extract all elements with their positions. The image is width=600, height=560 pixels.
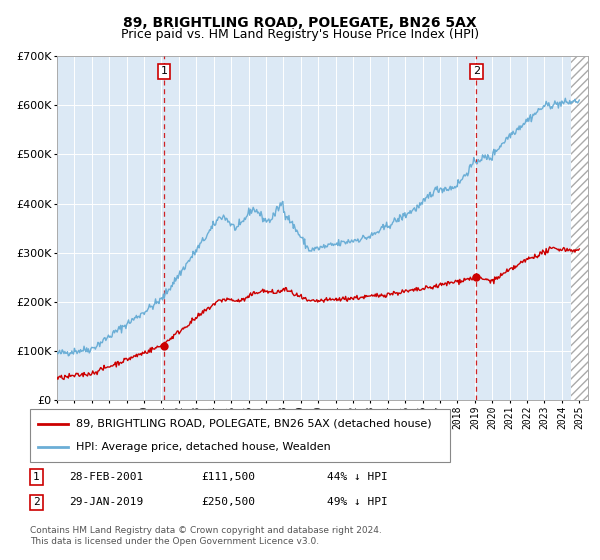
Text: 1: 1: [161, 67, 167, 77]
Text: 2: 2: [33, 497, 40, 507]
Bar: [571, 56, 588, 400]
Text: £250,500: £250,500: [201, 497, 255, 507]
Text: 44% ↓ HPI: 44% ↓ HPI: [327, 472, 388, 482]
Text: 29-JAN-2019: 29-JAN-2019: [69, 497, 143, 507]
Text: Price paid vs. HM Land Registry's House Price Index (HPI): Price paid vs. HM Land Registry's House …: [121, 28, 479, 41]
Text: Contains HM Land Registry data © Crown copyright and database right 2024.
This d: Contains HM Land Registry data © Crown c…: [30, 526, 382, 546]
Text: 89, BRIGHTLING ROAD, POLEGATE, BN26 5AX: 89, BRIGHTLING ROAD, POLEGATE, BN26 5AX: [123, 16, 477, 30]
Text: 1: 1: [33, 472, 40, 482]
FancyBboxPatch shape: [30, 409, 450, 462]
Text: 49% ↓ HPI: 49% ↓ HPI: [327, 497, 388, 507]
Text: 89, BRIGHTLING ROAD, POLEGATE, BN26 5AX (detached house): 89, BRIGHTLING ROAD, POLEGATE, BN26 5AX …: [76, 419, 432, 429]
Text: 28-FEB-2001: 28-FEB-2001: [69, 472, 143, 482]
Text: 2: 2: [473, 67, 480, 77]
Text: £111,500: £111,500: [201, 472, 255, 482]
Text: HPI: Average price, detached house, Wealden: HPI: Average price, detached house, Weal…: [76, 442, 331, 452]
